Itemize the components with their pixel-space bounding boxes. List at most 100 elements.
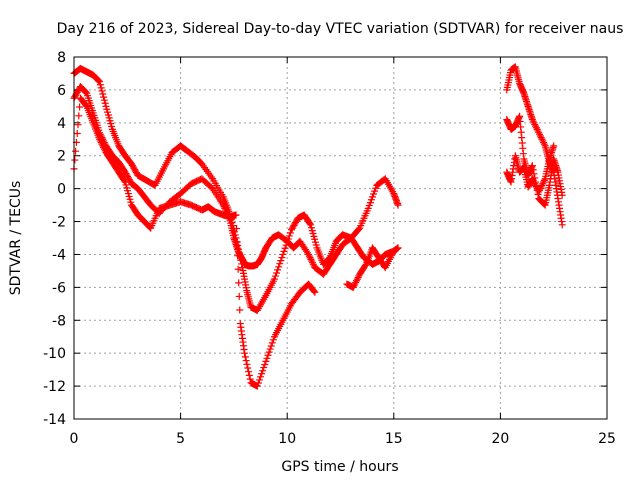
- data-point: [259, 367, 267, 375]
- axis-ticks: [73, 56, 608, 420]
- data-point: [351, 280, 359, 288]
- x-tick-label: 10: [278, 431, 296, 447]
- data-point: [253, 382, 261, 390]
- data-point: [324, 255, 332, 263]
- data-point: [245, 368, 253, 376]
- data-point: [234, 252, 242, 260]
- data-point: [538, 181, 546, 189]
- data-point: [349, 283, 357, 291]
- data-point: [95, 77, 103, 85]
- data-point: [235, 292, 243, 300]
- data-point: [282, 241, 290, 249]
- data-point: [258, 370, 266, 378]
- data-point: [310, 287, 318, 295]
- data-point: [531, 120, 539, 128]
- data-point: [71, 156, 79, 164]
- data-point: [540, 176, 548, 184]
- data-point: [97, 84, 105, 92]
- data-point: [241, 353, 249, 361]
- data-point: [96, 81, 104, 89]
- data-point: [268, 339, 276, 347]
- data-point: [267, 342, 275, 350]
- data-point: [228, 219, 236, 227]
- data-point: [281, 244, 289, 252]
- data-point: [270, 275, 278, 283]
- y-tick-label: -12: [43, 379, 66, 395]
- y-tick-label: 6: [57, 83, 66, 99]
- x-tick-label: 0: [70, 431, 79, 447]
- data-point: [100, 96, 108, 104]
- data-point: [76, 103, 84, 111]
- data-point: [257, 373, 265, 381]
- x-tick-label: 20: [491, 431, 509, 447]
- data-point: [355, 225, 363, 233]
- data-point: [100, 144, 108, 151]
- data-point: [243, 360, 251, 368]
- data-point: [535, 188, 543, 196]
- data-point: [533, 125, 541, 133]
- data-point: [558, 191, 566, 199]
- data-point: [311, 288, 319, 296]
- y-tick-label: -2: [52, 215, 66, 231]
- data-point: [266, 345, 274, 353]
- data-point: [539, 137, 547, 145]
- data-point: [99, 142, 107, 150]
- data-point: [540, 140, 548, 148]
- data-point: [528, 175, 536, 183]
- data-point: [94, 76, 102, 84]
- data-point: [539, 180, 547, 188]
- data-point: [82, 101, 90, 109]
- y-tick-labels: -14 -12 -10 -8 -6 -4 -2 0 2 4 6 8: [43, 50, 66, 428]
- data-point: [74, 121, 82, 129]
- x-tick-label: 25: [598, 431, 616, 447]
- data-point: [276, 260, 284, 268]
- data-point: [305, 252, 313, 260]
- x-tick-label: 15: [385, 431, 403, 447]
- series-track-g: [503, 142, 558, 196]
- data-point: [255, 376, 263, 384]
- data-point: [536, 130, 544, 138]
- data-point: [99, 90, 107, 98]
- data-point: [96, 78, 104, 86]
- data-point: [352, 277, 360, 285]
- data-point: [537, 134, 545, 142]
- y-tick-label: 4: [57, 116, 66, 132]
- data-point: [245, 371, 253, 379]
- data-point: [285, 232, 293, 240]
- data-point: [540, 139, 548, 147]
- data-point: [278, 254, 286, 262]
- x-tick-labels: 0 5 10 15 20 25: [70, 431, 616, 447]
- data-point: [237, 256, 245, 264]
- y-tick-label: 2: [57, 149, 66, 165]
- data-point: [72, 147, 80, 155]
- data-point: [536, 185, 544, 193]
- data-point: [550, 142, 558, 150]
- data-point: [98, 87, 106, 95]
- data-point: [530, 170, 538, 178]
- data-point: [97, 139, 105, 147]
- data-point: [246, 375, 254, 383]
- data-point: [264, 351, 272, 359]
- y-tick-label: -14: [43, 412, 66, 428]
- series-track-b: [70, 65, 402, 314]
- x-axis-label: GPS time / hours: [281, 459, 398, 475]
- data-point: [531, 180, 539, 188]
- data-point: [529, 117, 537, 125]
- data-point: [271, 272, 279, 280]
- data-point: [275, 263, 283, 271]
- data-point: [244, 364, 252, 372]
- data-point: [540, 200, 548, 208]
- data-point: [283, 238, 291, 246]
- data-point: [536, 186, 544, 194]
- data-point: [231, 231, 239, 239]
- data-point: [260, 364, 268, 372]
- grid: [74, 57, 607, 419]
- data-point: [96, 137, 104, 145]
- x-tick-label: 5: [176, 431, 185, 447]
- plot-frame: [73, 56, 608, 420]
- data-markers: [70, 63, 566, 390]
- data-point: [529, 176, 537, 184]
- y-tick-label: -6: [52, 280, 66, 296]
- data-point: [234, 245, 242, 253]
